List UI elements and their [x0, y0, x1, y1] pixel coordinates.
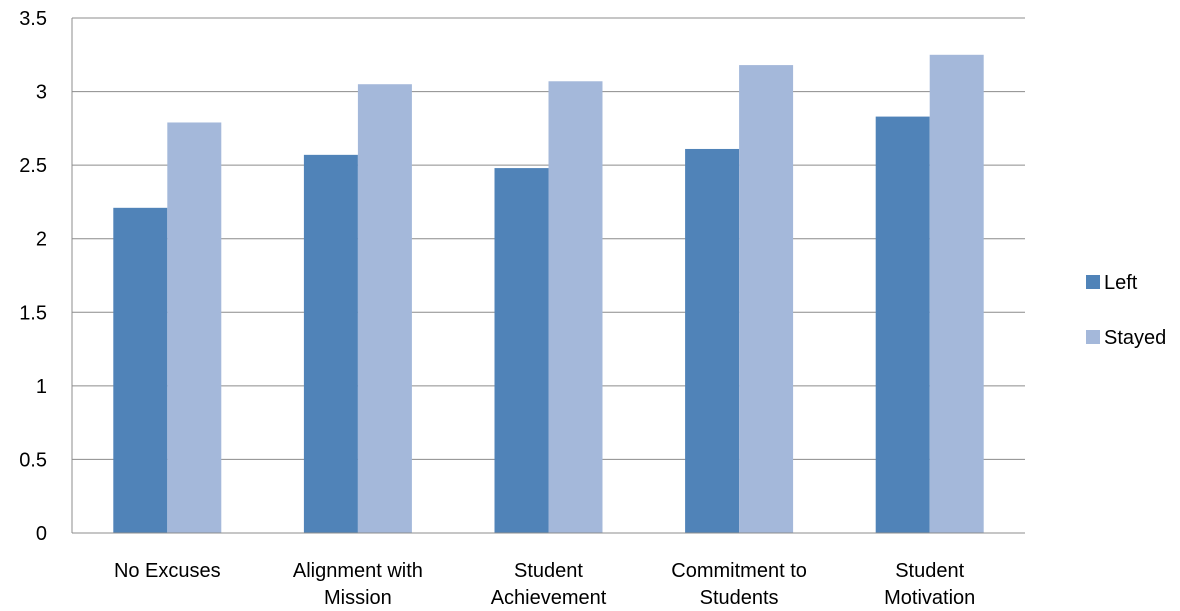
bars	[113, 54, 984, 534]
bar-left-2	[494, 168, 549, 534]
legend: Left Stayed	[1086, 272, 1166, 349]
x-tick-label: Achievement	[491, 587, 607, 609]
bar-stayed-0	[167, 122, 222, 533]
y-tick-label: 2.5	[19, 155, 47, 177]
bar-left-0	[113, 207, 168, 534]
bar-stayed-1	[357, 84, 412, 533]
x-tick-label: No Excuses	[114, 560, 221, 582]
x-tick-label: Student	[895, 560, 964, 582]
y-tick-label: 1	[36, 376, 47, 398]
axes	[71, 18, 1025, 534]
y-tick-label: 3.5	[19, 8, 47, 30]
x-tick-label: Student	[514, 560, 583, 582]
x-tick-label: Commitment to	[671, 560, 807, 582]
y-tick-label: 0.5	[19, 449, 47, 471]
legend-swatch-left	[1086, 275, 1100, 289]
bar-left-4	[875, 116, 930, 533]
y-tick-label: 0	[36, 523, 47, 545]
legend-label-left: Left	[1104, 272, 1138, 294]
x-tick-label: Alignment with	[293, 560, 423, 582]
x-axis-tick-labels: No Excuses Alignment with Mission Student Ac…	[114, 560, 975, 609]
bar-stayed-4	[929, 54, 984, 534]
bar-left-3	[685, 148, 740, 533]
y-axis-tick-labels: 0 0.5 1 1.5 2 2.5 3 3.5	[19, 8, 47, 545]
legend-label-stayed: Stayed	[1104, 327, 1166, 349]
bar-stayed-2	[548, 81, 603, 534]
x-tick-label: Mission	[324, 587, 392, 609]
x-tick-label: Motivation	[884, 587, 975, 609]
legend-swatch-stayed	[1086, 330, 1100, 344]
y-tick-label: 3	[36, 82, 47, 104]
bar-left-1	[303, 154, 358, 534]
bar-stayed-3	[739, 65, 794, 533]
y-tick-label: 1.5	[19, 302, 47, 324]
y-tick-label: 2	[36, 229, 47, 251]
x-tick-label: Students	[700, 587, 779, 609]
